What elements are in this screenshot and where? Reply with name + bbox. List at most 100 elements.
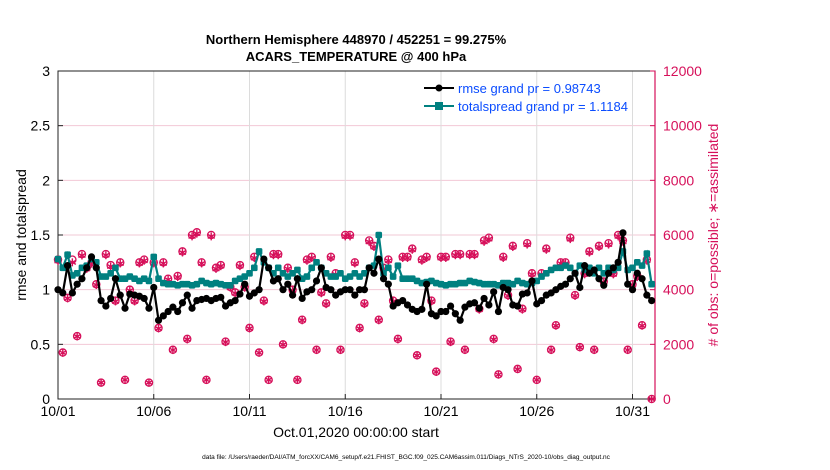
obs-assimilated-marker bbox=[432, 367, 441, 376]
rmse-marker bbox=[241, 280, 249, 288]
asterisk-stroke bbox=[360, 301, 369, 307]
ticks: 0 0.5 1 1.5 2 2.5 3 0 2000 4000 6000 8000 10000 12000… bbox=[31, 63, 703, 419]
asterisk-stroke bbox=[236, 263, 244, 269]
obs-assimilated-marker bbox=[188, 232, 196, 241]
obs-assimilated-marker bbox=[494, 370, 503, 379]
totalspread-marker bbox=[385, 264, 392, 272]
obs-assimilated-marker bbox=[638, 321, 646, 330]
legend-spread-marker bbox=[435, 102, 443, 110]
asterisk-stroke bbox=[192, 231, 201, 237]
rmse-marker bbox=[423, 280, 431, 288]
obs-assimilated-marker bbox=[97, 378, 105, 387]
obs-assimilated-marker bbox=[336, 346, 345, 355]
asterisk-stroke bbox=[590, 347, 599, 353]
x-tick-label: 10/16 bbox=[328, 403, 363, 419]
asterisk-stroke bbox=[327, 255, 335, 261]
asterisk-stroke bbox=[264, 377, 273, 383]
obs-assimilated-marker bbox=[575, 343, 584, 352]
y-tick-label: 1 bbox=[42, 282, 50, 298]
rmse-marker bbox=[384, 280, 392, 288]
rmse-marker bbox=[317, 264, 325, 272]
obs-assimilated-marker bbox=[394, 335, 402, 344]
obs-assimilated-marker bbox=[173, 273, 182, 282]
rmse-marker bbox=[609, 264, 617, 272]
asterisk-stroke bbox=[73, 333, 81, 340]
asterisk-stroke bbox=[422, 255, 431, 261]
y-tick-label: 0 bbox=[42, 391, 50, 407]
obs-assimilated-marker bbox=[566, 235, 575, 244]
asterisk-stroke bbox=[78, 252, 86, 259]
rmse-marker bbox=[490, 288, 498, 296]
obs-assimilated-marker bbox=[341, 232, 350, 241]
asterisk-stroke bbox=[140, 258, 149, 264]
totalspread-marker bbox=[145, 277, 153, 285]
totalspread-marker bbox=[246, 269, 253, 277]
rmse-marker bbox=[576, 283, 584, 292]
obs-assimilated-marker bbox=[365, 237, 374, 246]
rmse-marker bbox=[571, 269, 579, 277]
rmse-marker bbox=[604, 269, 613, 277]
obs-assimilated-marker bbox=[542, 245, 551, 254]
asterisk-stroke bbox=[647, 396, 656, 402]
rmse-marker bbox=[121, 304, 129, 312]
asterisk-stroke bbox=[307, 255, 316, 261]
rmse-marker bbox=[87, 253, 96, 261]
obs-assimilated-marker bbox=[183, 335, 192, 344]
obs-assimilated-marker bbox=[422, 253, 431, 262]
totalspread-marker bbox=[375, 231, 383, 239]
rmse-marker bbox=[514, 302, 522, 310]
obs-assimilated-marker bbox=[216, 262, 225, 271]
asterisk-stroke bbox=[111, 298, 120, 305]
rmse-marker bbox=[590, 266, 598, 274]
asterisk-stroke bbox=[365, 239, 374, 245]
totalspread-marker bbox=[150, 253, 158, 261]
rmse-marker bbox=[494, 307, 503, 316]
asterisk-stroke bbox=[298, 317, 307, 323]
obs-assimilated-marker bbox=[202, 375, 211, 384]
totalspread-marker bbox=[64, 251, 71, 258]
rmse-marker bbox=[154, 316, 163, 324]
rmse-marker bbox=[260, 255, 268, 263]
rmse-marker bbox=[537, 297, 546, 305]
asterisk-stroke bbox=[575, 344, 584, 350]
rmse-marker bbox=[312, 277, 321, 285]
y2-tick-label: 0 bbox=[663, 391, 671, 407]
asterisk-stroke bbox=[216, 263, 225, 269]
obs-assimilated-marker bbox=[513, 365, 522, 374]
rmse-marker bbox=[614, 258, 622, 266]
totalspread-marker bbox=[566, 264, 574, 272]
rmse-marker bbox=[648, 297, 656, 305]
asterisk-stroke bbox=[183, 336, 192, 343]
asterisk-stroke bbox=[513, 366, 522, 372]
asterisk-stroke bbox=[571, 293, 579, 299]
asterisk-stroke bbox=[274, 252, 283, 258]
rmse-marker bbox=[284, 280, 292, 288]
obs-assimilated-marker bbox=[322, 300, 330, 309]
asterisk-stroke bbox=[97, 379, 105, 386]
obs-assimilated-marker bbox=[374, 316, 383, 325]
asterisk-stroke bbox=[485, 236, 493, 242]
asterisk-stroke bbox=[489, 336, 498, 343]
rmse-marker bbox=[442, 307, 450, 316]
asterisk-stroke bbox=[432, 369, 441, 375]
asterisk-stroke bbox=[518, 307, 527, 313]
y2-tick-label: 2000 bbox=[663, 336, 694, 352]
rmse-marker bbox=[183, 291, 191, 299]
rmse-marker bbox=[178, 299, 187, 307]
x-tick-label: 10/11 bbox=[233, 403, 267, 419]
obs-assimilated-marker bbox=[355, 324, 364, 333]
rmse-marker bbox=[624, 280, 632, 288]
obs-assimilated-marker bbox=[446, 338, 455, 347]
obs-assimilated-marker bbox=[384, 256, 393, 265]
rmse-marker bbox=[351, 291, 359, 299]
rmse-marker bbox=[102, 302, 110, 310]
obs-assimilated-marker bbox=[260, 297, 268, 306]
asterisk-stroke bbox=[623, 347, 632, 353]
asterisk-stroke bbox=[355, 325, 364, 332]
asterisk-stroke bbox=[456, 252, 464, 258]
rmse-marker bbox=[600, 281, 608, 289]
obs-assimilated-marker bbox=[528, 270, 536, 279]
y-tick-label: 2 bbox=[42, 172, 50, 188]
asterisk-stroke bbox=[169, 347, 177, 353]
rmse-marker bbox=[97, 297, 105, 305]
